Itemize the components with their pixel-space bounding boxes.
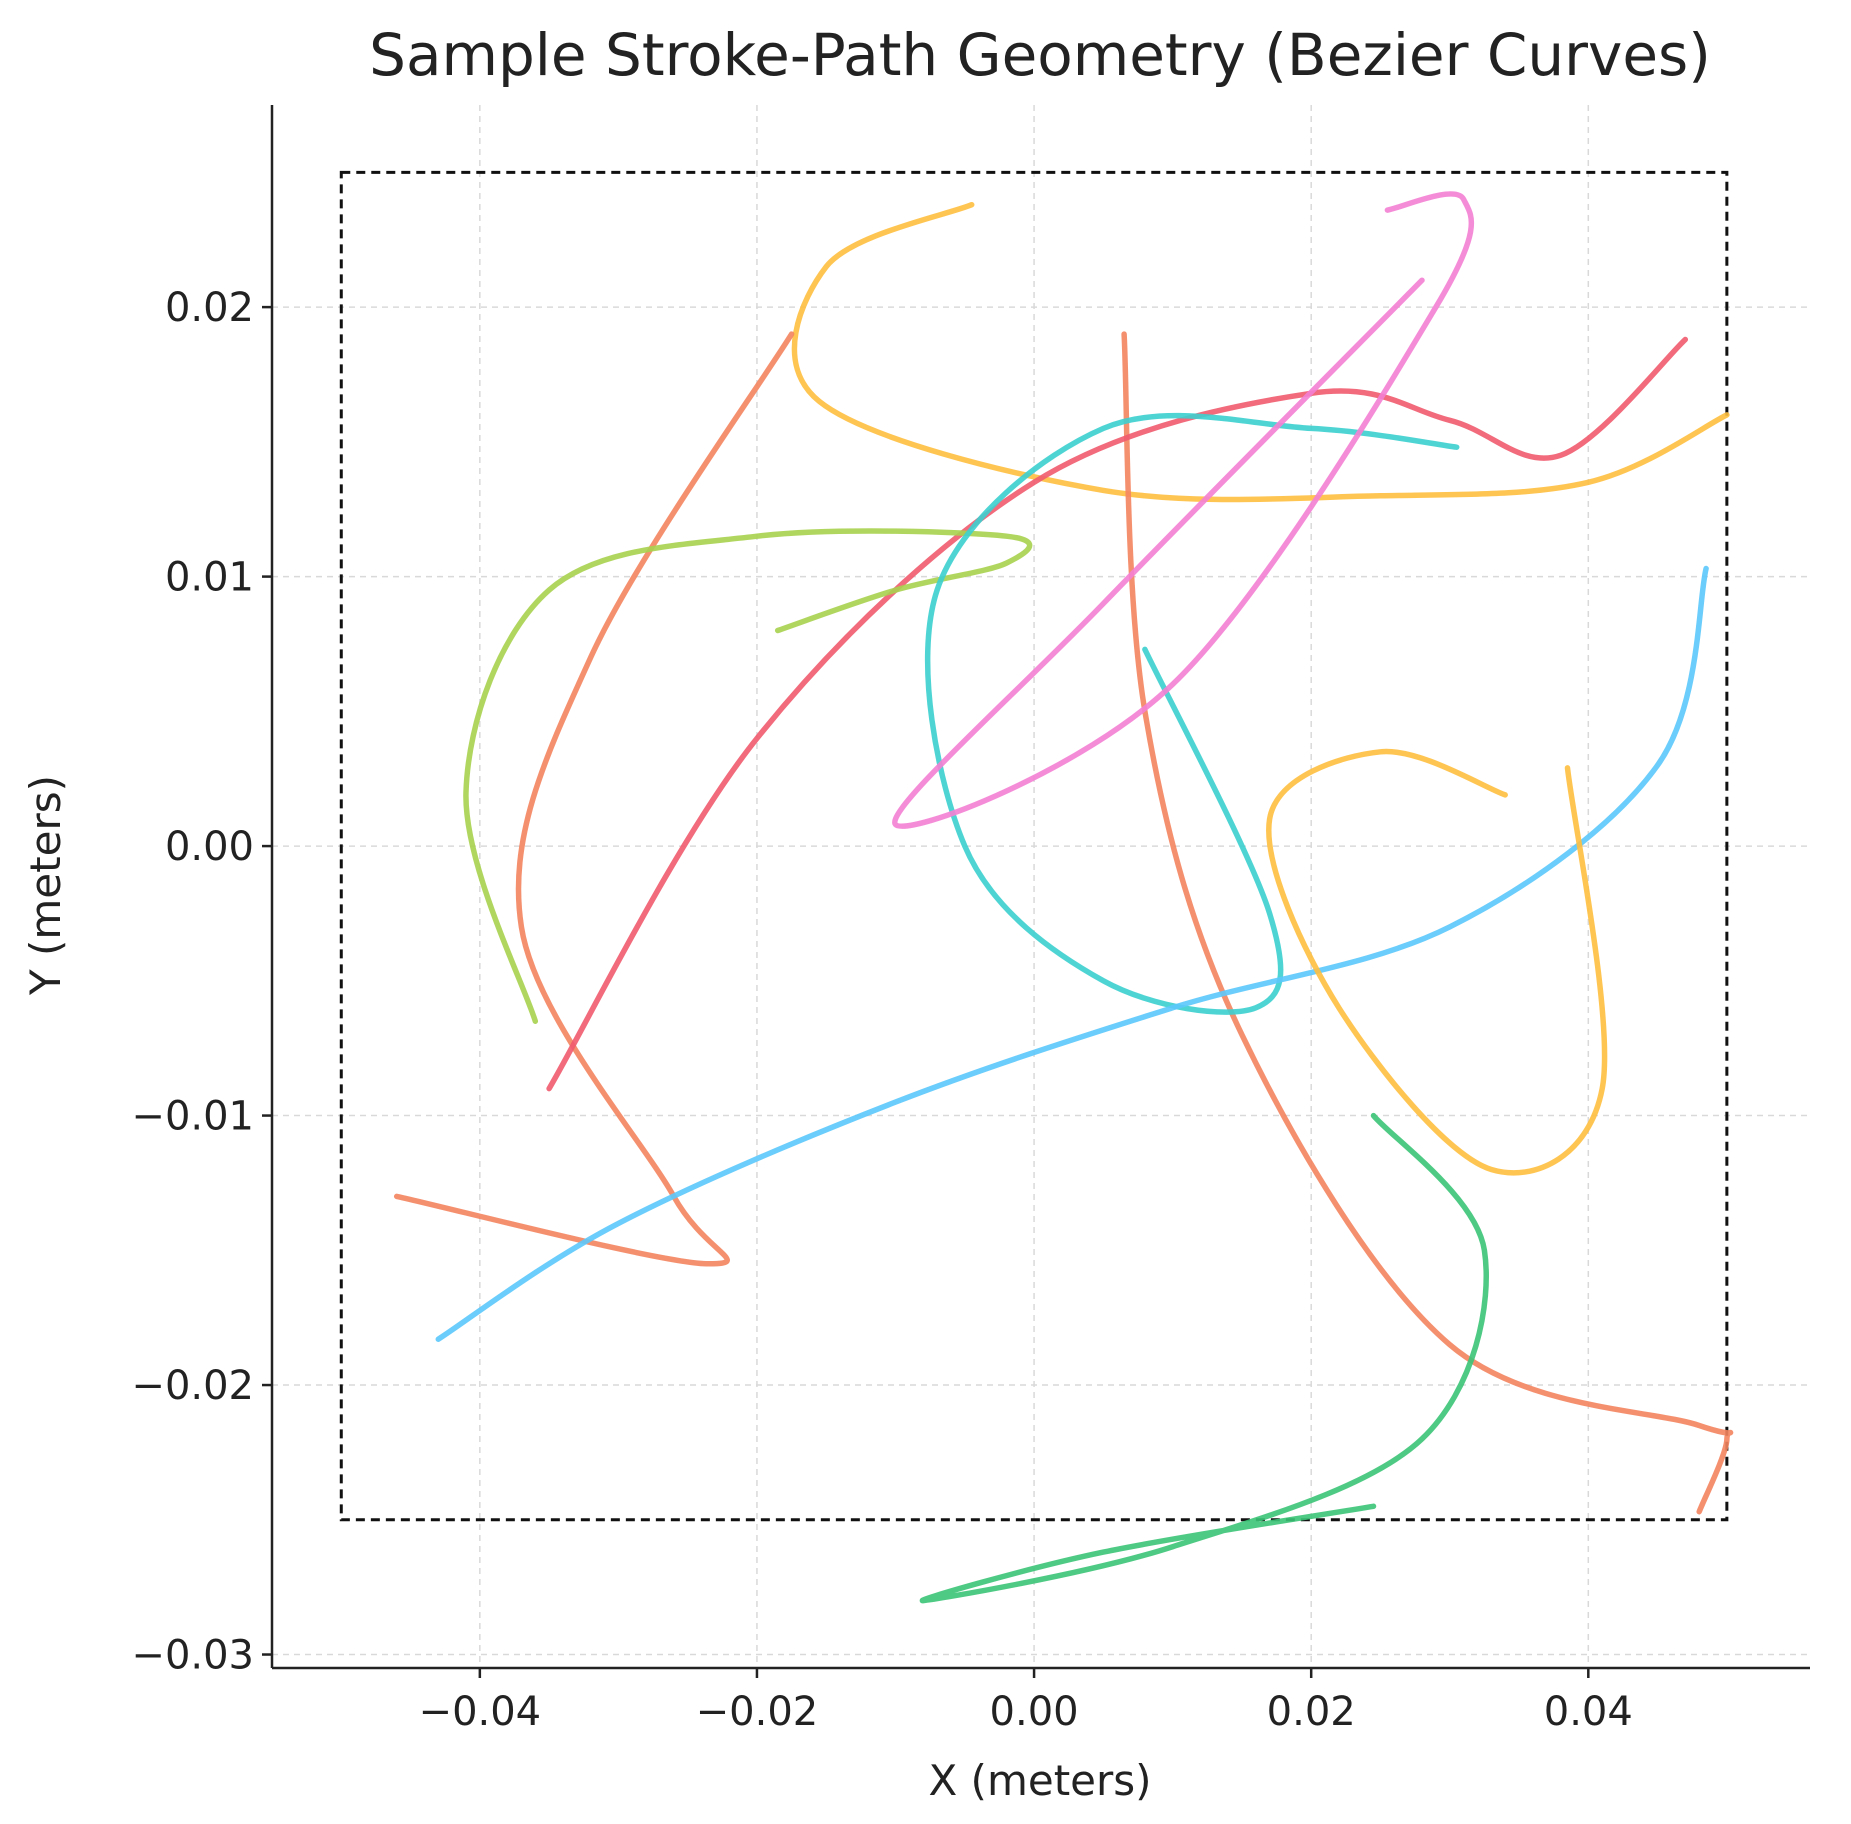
x-tick-label: −0.02 (696, 1689, 819, 1735)
stroke-path-4 (546, 336, 1689, 1092)
y-tick-label: 0.02 (165, 285, 254, 331)
stroke-series (393, 191, 1734, 1604)
x-tick-label: 0.04 (1544, 1689, 1633, 1735)
y-axis-label: Y (meters) (21, 775, 70, 996)
y-axis-ticks: −0.03 −0.02 −0.01 0.00 0.01 0.02 (131, 285, 272, 1679)
x-axis-ticks: −0.04 −0.02 0.00 0.02 0.04 (419, 1668, 1633, 1735)
stroke-path-3 (1121, 331, 1734, 1515)
y-tick-label: −0.03 (131, 1633, 254, 1679)
x-axis-label: X (meters) (928, 1756, 1151, 1805)
x-tick-label: 0.00 (990, 1689, 1079, 1735)
y-tick-label: 0.01 (165, 555, 254, 601)
chart-title: Sample Stroke-Path Geometry (Bezier Curv… (369, 21, 1711, 89)
stroke-path-9 (1266, 748, 1608, 1176)
stroke-path-6 (924, 412, 1460, 1015)
y-tick-label: 0.00 (165, 824, 254, 870)
stroke-path-1 (791, 201, 1730, 503)
stroke-path-10 (919, 1112, 1489, 1604)
y-tick-label: −0.01 (131, 1094, 254, 1140)
y-tick-label: −0.02 (131, 1363, 254, 1409)
stroke-path-5 (463, 528, 1033, 1024)
stroke-path-7 (892, 191, 1475, 829)
stroke-path-8 (435, 565, 1709, 1342)
x-tick-label: 0.02 (1267, 1689, 1356, 1735)
boundary-box (339, 170, 1729, 1522)
grid (272, 105, 1810, 1668)
stroke-path-2 (393, 331, 795, 1267)
x-tick-label: −0.04 (419, 1689, 542, 1735)
